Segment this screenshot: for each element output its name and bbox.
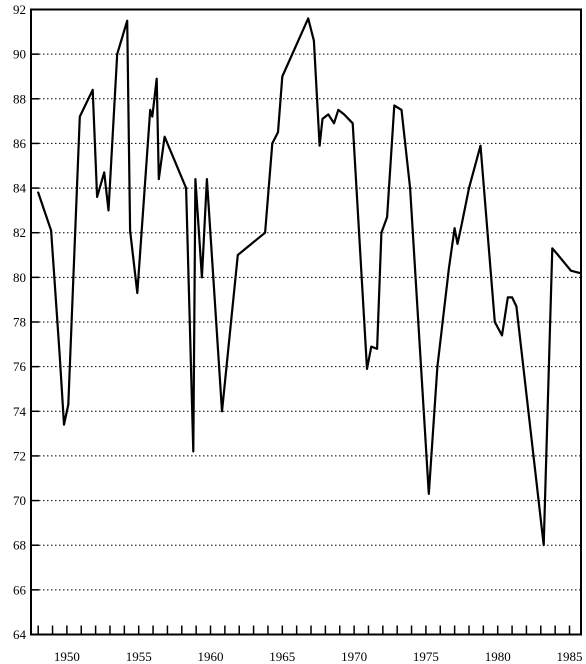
x-tick-label: 1970 (341, 649, 367, 664)
y-tick-label: 84 (13, 181, 27, 196)
y-tick-label: 86 (13, 136, 27, 151)
y-axis: 64 66 68 70 72 74 76 78 80 82 84 86 88 90 92 (13, 2, 39, 642)
plot-frame (30, 8, 582, 636)
y-tick-label: 80 (13, 270, 26, 285)
y-tick-label: 64 (13, 627, 27, 642)
x-tick-label: 1955 (126, 649, 152, 664)
series-line (37, 17, 581, 547)
x-tick-label: 1965 (269, 649, 295, 664)
y-tick-label: 74 (13, 404, 27, 419)
y-tick-label: 70 (13, 493, 26, 508)
x-axis: 1950 1955 1960 1965 1970 1975 1980 1985 (37, 625, 583, 664)
y-tick-label: 76 (13, 359, 27, 374)
x-tick-label: 1985 (557, 649, 583, 664)
y-tick-label: 92 (13, 2, 26, 17)
y-tick-label: 72 (13, 448, 26, 463)
y-tick-label: 66 (13, 582, 27, 597)
x-tick-label: 1980 (485, 649, 511, 664)
y-tick-label: 82 (13, 225, 26, 240)
y-tick-label: 90 (13, 47, 26, 62)
plot-series (37, 17, 581, 547)
x-tick-label: 1960 (198, 649, 224, 664)
x-tick-label: 1950 (54, 649, 80, 664)
y-tick-label: 88 (13, 91, 26, 106)
y-tick-label: 78 (13, 315, 26, 330)
x-tick-label: 1975 (413, 649, 439, 664)
y-tick-label: 68 (13, 538, 26, 553)
